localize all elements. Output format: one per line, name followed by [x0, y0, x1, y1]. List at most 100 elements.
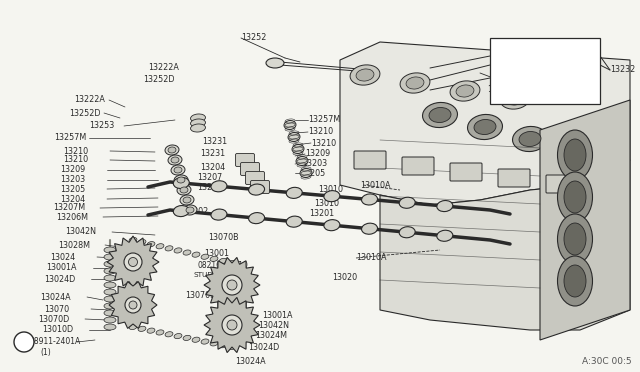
FancyBboxPatch shape — [250, 180, 269, 193]
Ellipse shape — [362, 223, 378, 234]
Text: 13010: 13010 — [314, 199, 339, 208]
Text: 13020: 13020 — [332, 273, 357, 282]
Text: 13202: 13202 — [183, 208, 208, 217]
Ellipse shape — [183, 197, 191, 203]
Ellipse shape — [104, 289, 116, 295]
Text: 13042N: 13042N — [258, 321, 289, 330]
Text: 13042N: 13042N — [65, 228, 96, 237]
Ellipse shape — [456, 85, 474, 97]
Text: STUDスタッド〈1〉: STUDスタッド〈1〉 — [194, 272, 244, 278]
Ellipse shape — [183, 335, 191, 340]
Text: PLUG プラグ（4）: PLUG プラグ（4） — [494, 92, 544, 101]
Ellipse shape — [168, 147, 176, 153]
Text: 13209: 13209 — [60, 166, 85, 174]
Ellipse shape — [104, 261, 116, 267]
Text: 13257M: 13257M — [308, 115, 340, 125]
Ellipse shape — [165, 145, 179, 155]
Text: 13209: 13209 — [305, 150, 330, 158]
Ellipse shape — [147, 241, 155, 247]
Polygon shape — [340, 42, 630, 205]
Text: 13010A: 13010A — [356, 253, 387, 263]
Ellipse shape — [156, 244, 164, 249]
Text: (1): (1) — [40, 349, 51, 357]
Ellipse shape — [180, 195, 194, 205]
Ellipse shape — [248, 184, 264, 195]
Ellipse shape — [450, 81, 480, 101]
Ellipse shape — [211, 181, 227, 192]
Text: 13024D: 13024D — [248, 343, 279, 353]
Text: 13210: 13210 — [311, 138, 336, 148]
Ellipse shape — [519, 131, 541, 147]
Polygon shape — [109, 282, 157, 328]
Ellipse shape — [324, 219, 340, 231]
Ellipse shape — [156, 330, 164, 335]
Ellipse shape — [130, 290, 136, 294]
Ellipse shape — [171, 165, 185, 175]
FancyBboxPatch shape — [450, 163, 482, 181]
Ellipse shape — [564, 181, 586, 213]
Ellipse shape — [130, 284, 136, 288]
Circle shape — [124, 253, 142, 271]
Ellipse shape — [284, 121, 296, 129]
Ellipse shape — [219, 258, 227, 263]
Ellipse shape — [177, 177, 185, 183]
Text: 13024D: 13024D — [44, 275, 76, 283]
Ellipse shape — [174, 333, 182, 339]
Ellipse shape — [400, 73, 430, 93]
Text: 13206: 13206 — [197, 183, 222, 192]
Circle shape — [227, 320, 237, 330]
Ellipse shape — [474, 119, 496, 135]
Text: 13001A: 13001A — [46, 263, 77, 273]
Text: 13051A: 13051A — [487, 84, 518, 93]
Ellipse shape — [191, 114, 205, 122]
Polygon shape — [540, 100, 630, 340]
Text: 13001A: 13001A — [262, 311, 292, 320]
Ellipse shape — [130, 296, 136, 300]
Ellipse shape — [422, 102, 458, 128]
Ellipse shape — [266, 58, 284, 68]
Ellipse shape — [130, 272, 136, 276]
Ellipse shape — [177, 185, 191, 195]
Text: A:30C 00:5: A:30C 00:5 — [582, 357, 632, 366]
Ellipse shape — [286, 187, 302, 198]
Ellipse shape — [130, 278, 136, 282]
Ellipse shape — [210, 256, 218, 262]
Text: 13070D: 13070D — [38, 314, 69, 324]
FancyBboxPatch shape — [498, 169, 530, 187]
Text: 13222A: 13222A — [74, 96, 105, 105]
Ellipse shape — [104, 247, 116, 253]
Ellipse shape — [174, 175, 188, 185]
FancyBboxPatch shape — [490, 38, 600, 104]
Ellipse shape — [356, 69, 374, 81]
Ellipse shape — [362, 194, 378, 205]
Polygon shape — [107, 236, 159, 288]
Ellipse shape — [183, 205, 197, 215]
Text: 13231: 13231 — [202, 137, 227, 145]
Text: N: N — [20, 337, 28, 346]
Ellipse shape — [248, 212, 264, 224]
Ellipse shape — [165, 332, 173, 337]
Ellipse shape — [564, 139, 586, 171]
Ellipse shape — [350, 65, 380, 85]
Ellipse shape — [104, 310, 116, 316]
Ellipse shape — [219, 343, 227, 348]
Text: 13024A: 13024A — [40, 292, 70, 301]
Ellipse shape — [286, 216, 302, 227]
Ellipse shape — [324, 190, 340, 202]
Ellipse shape — [557, 138, 593, 164]
Text: 13203: 13203 — [60, 176, 85, 185]
Ellipse shape — [130, 266, 136, 270]
FancyBboxPatch shape — [354, 151, 386, 169]
Ellipse shape — [129, 324, 137, 330]
Ellipse shape — [564, 144, 586, 158]
Ellipse shape — [104, 324, 116, 330]
Ellipse shape — [180, 187, 188, 193]
Ellipse shape — [138, 240, 146, 245]
Text: 13204: 13204 — [200, 164, 225, 173]
Text: 13028M: 13028M — [58, 241, 90, 250]
Text: 13010: 13010 — [318, 186, 343, 195]
Ellipse shape — [557, 172, 593, 222]
Ellipse shape — [557, 256, 593, 306]
FancyBboxPatch shape — [402, 157, 434, 175]
Text: 13051A: 13051A — [494, 73, 524, 82]
